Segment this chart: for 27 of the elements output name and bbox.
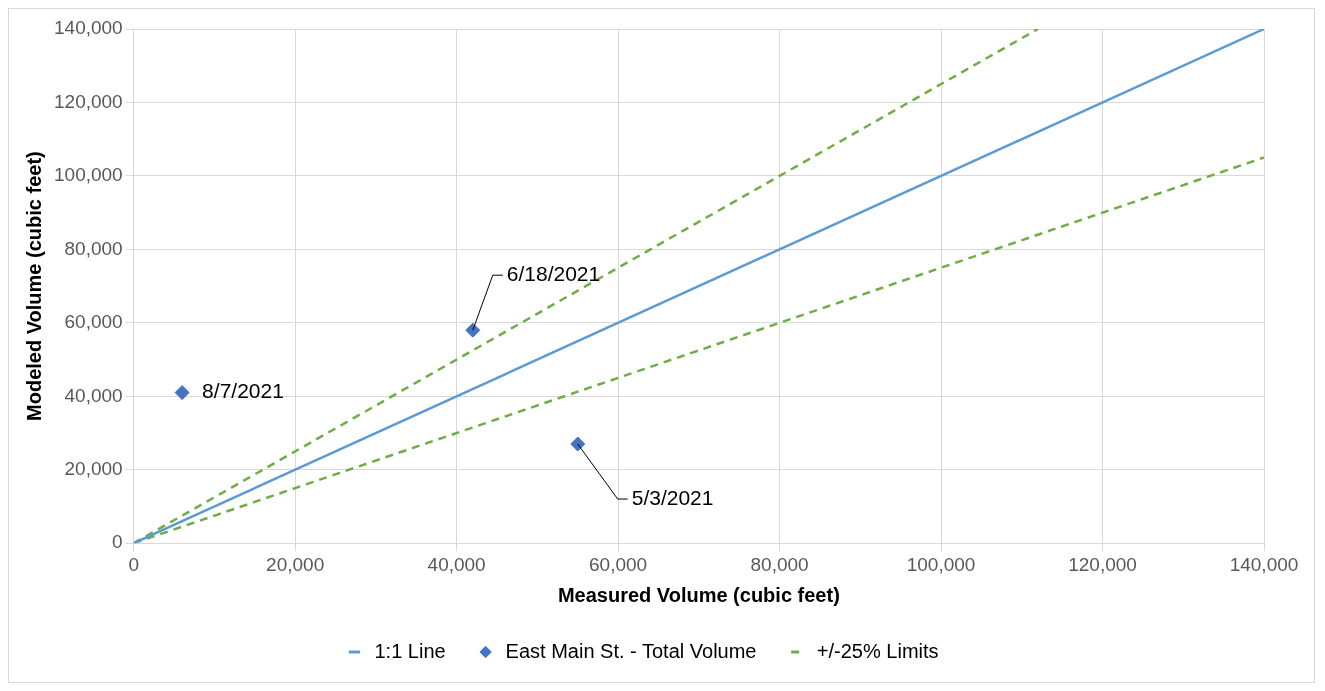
legend-label: +/-25% Limits bbox=[816, 639, 939, 662]
x-tick-label: 0 bbox=[128, 553, 139, 575]
y-tick-label: 0 bbox=[112, 531, 123, 553]
y-tick-label: 140,000 bbox=[53, 17, 123, 39]
point bbox=[465, 322, 481, 338]
x-tick-label: 80,000 bbox=[750, 553, 809, 575]
x-axis-title: Measured Volume (cubic feet) bbox=[557, 583, 840, 606]
y-tick-label: 20,000 bbox=[64, 457, 123, 479]
y-axis-title: Modeled Volume (cubic feet) bbox=[22, 151, 45, 421]
legend-label: 1:1 Line bbox=[374, 639, 446, 662]
x-tick-label: 120,000 bbox=[1068, 553, 1137, 575]
y-tick-label: 40,000 bbox=[64, 384, 123, 406]
point bbox=[570, 436, 586, 452]
legend-label: East Main St. - Total Volume bbox=[505, 639, 757, 662]
y-tick-label: 80,000 bbox=[64, 237, 123, 259]
annotation: 6/18/2021 bbox=[506, 261, 601, 285]
y-tick-label: 120,000 bbox=[53, 90, 123, 112]
annotation: 5/3/2021 bbox=[631, 485, 714, 509]
x-tick-label: 140,000 bbox=[1229, 553, 1299, 575]
x-tick-label: 60,000 bbox=[589, 553, 648, 575]
point bbox=[174, 385, 190, 401]
annotation: 8/7/2021 bbox=[202, 379, 284, 403]
y-tick-label: 100,000 bbox=[53, 164, 123, 186]
y-tick-label: 60,000 bbox=[64, 311, 123, 333]
x-tick-label: 40,000 bbox=[427, 553, 486, 575]
x-tick-label: 100,000 bbox=[906, 553, 976, 575]
x-tick-label: 20,000 bbox=[266, 553, 325, 575]
